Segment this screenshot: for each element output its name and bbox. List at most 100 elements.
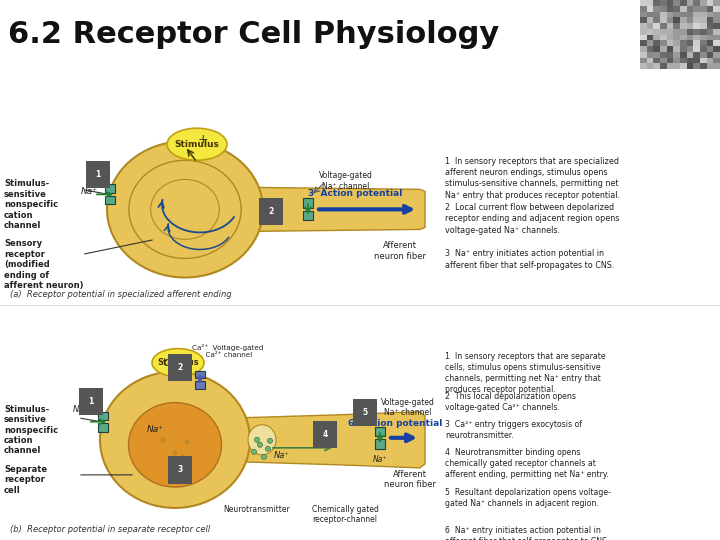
Bar [640,29,647,35]
Bar [667,11,673,17]
Bar [660,52,667,58]
Bar [667,63,673,69]
Bar [660,17,667,23]
Text: 2: 2 [269,207,274,216]
Bar [673,63,680,69]
Text: Stimulus-
sensitive
nonspecific
cation
channel: Stimulus- sensitive nonspecific cation c… [4,405,58,455]
Text: Ca²⁺  Voltage-gated
      Ca²⁺ channel: Ca²⁺ Voltage-gated Ca²⁺ channel [192,343,264,357]
Ellipse shape [100,372,250,508]
Bar [707,29,714,35]
Polygon shape [248,187,425,232]
Bar [707,40,714,46]
Bar [700,58,706,63]
Bar [680,58,687,63]
Bar [707,46,714,52]
Bar [647,29,654,35]
Bar [673,17,680,23]
Bar [647,46,654,52]
Text: 2  This local depolarization opens
voltage-gated Ca²⁺ channels.: 2 This local depolarization opens voltag… [445,392,576,412]
Bar [654,0,660,6]
Bar [680,35,687,40]
Text: 2: 2 [177,363,183,372]
Bar [673,52,680,58]
Ellipse shape [184,440,189,444]
Ellipse shape [152,349,204,377]
Text: Afferent
neuron fiber: Afferent neuron fiber [384,470,436,489]
Text: Ca²⁺: Ca²⁺ [163,359,181,368]
Bar [647,40,654,46]
Bar [700,11,706,17]
Ellipse shape [251,449,256,454]
Bar [700,52,706,58]
Bar [654,63,660,69]
Bar [714,29,720,35]
Bar [693,11,700,17]
Ellipse shape [261,454,266,460]
Bar [640,6,647,11]
Bar [707,52,714,58]
Bar [673,29,680,35]
Bar [660,63,667,69]
Text: 6.2 Receptor Cell Physiology: 6.2 Receptor Cell Physiology [8,20,499,49]
Bar [700,23,706,29]
Bar [667,29,673,35]
Bar [687,6,693,11]
Text: Stimulus: Stimulus [157,358,199,367]
Bar [647,58,654,63]
Bar [654,6,660,11]
Text: Afferent
neuron fiber: Afferent neuron fiber [374,241,426,261]
Bar [714,11,720,17]
Text: Na⁺: Na⁺ [81,187,97,196]
Bar [714,0,720,6]
Bar [693,46,700,52]
Ellipse shape [266,447,271,451]
Bar [707,11,714,17]
Bar [680,6,687,11]
Bar [660,23,667,29]
Bar [660,11,667,17]
Text: (a)  Receptor potential in specialized afferent ending: (a) Receptor potential in specialized af… [10,289,232,299]
Bar [693,35,700,40]
Bar [680,11,687,17]
Bar [98,423,108,432]
Bar [714,35,720,40]
Text: 3  Ca²⁺ entry triggers exocytosis of
neurotransmitter.: 3 Ca²⁺ entry triggers exocytosis of neur… [445,420,582,440]
Bar [640,0,647,6]
Text: 3: 3 [177,465,183,474]
Bar [680,0,687,6]
Text: 1: 1 [89,397,94,406]
Bar [707,17,714,23]
Ellipse shape [128,403,222,487]
Bar [714,46,720,52]
Ellipse shape [161,437,166,442]
Bar [693,40,700,46]
Bar [654,29,660,35]
Bar [680,63,687,69]
Bar [654,23,660,29]
Bar [693,52,700,58]
Bar [700,0,706,6]
Bar [673,58,680,63]
Bar [673,46,680,52]
Bar [700,17,706,23]
Ellipse shape [168,457,173,462]
Bar [640,46,647,52]
Text: 4  Neurotransmitter binding opens
chemically gated receptor channels at
afferent: 4 Neurotransmitter binding opens chemica… [445,448,609,479]
Bar [700,40,706,46]
Bar [647,63,654,69]
Bar [693,6,700,11]
Ellipse shape [181,454,186,460]
Bar [647,17,654,23]
Bar [660,40,667,46]
Bar [693,17,700,23]
Bar [673,6,680,11]
Polygon shape [242,412,425,468]
Ellipse shape [173,450,178,455]
Text: 1: 1 [95,170,101,179]
Bar [693,63,700,69]
Bar [660,46,667,52]
Bar [654,11,660,17]
Bar [693,29,700,35]
Bar [654,46,660,52]
Bar [687,63,693,69]
